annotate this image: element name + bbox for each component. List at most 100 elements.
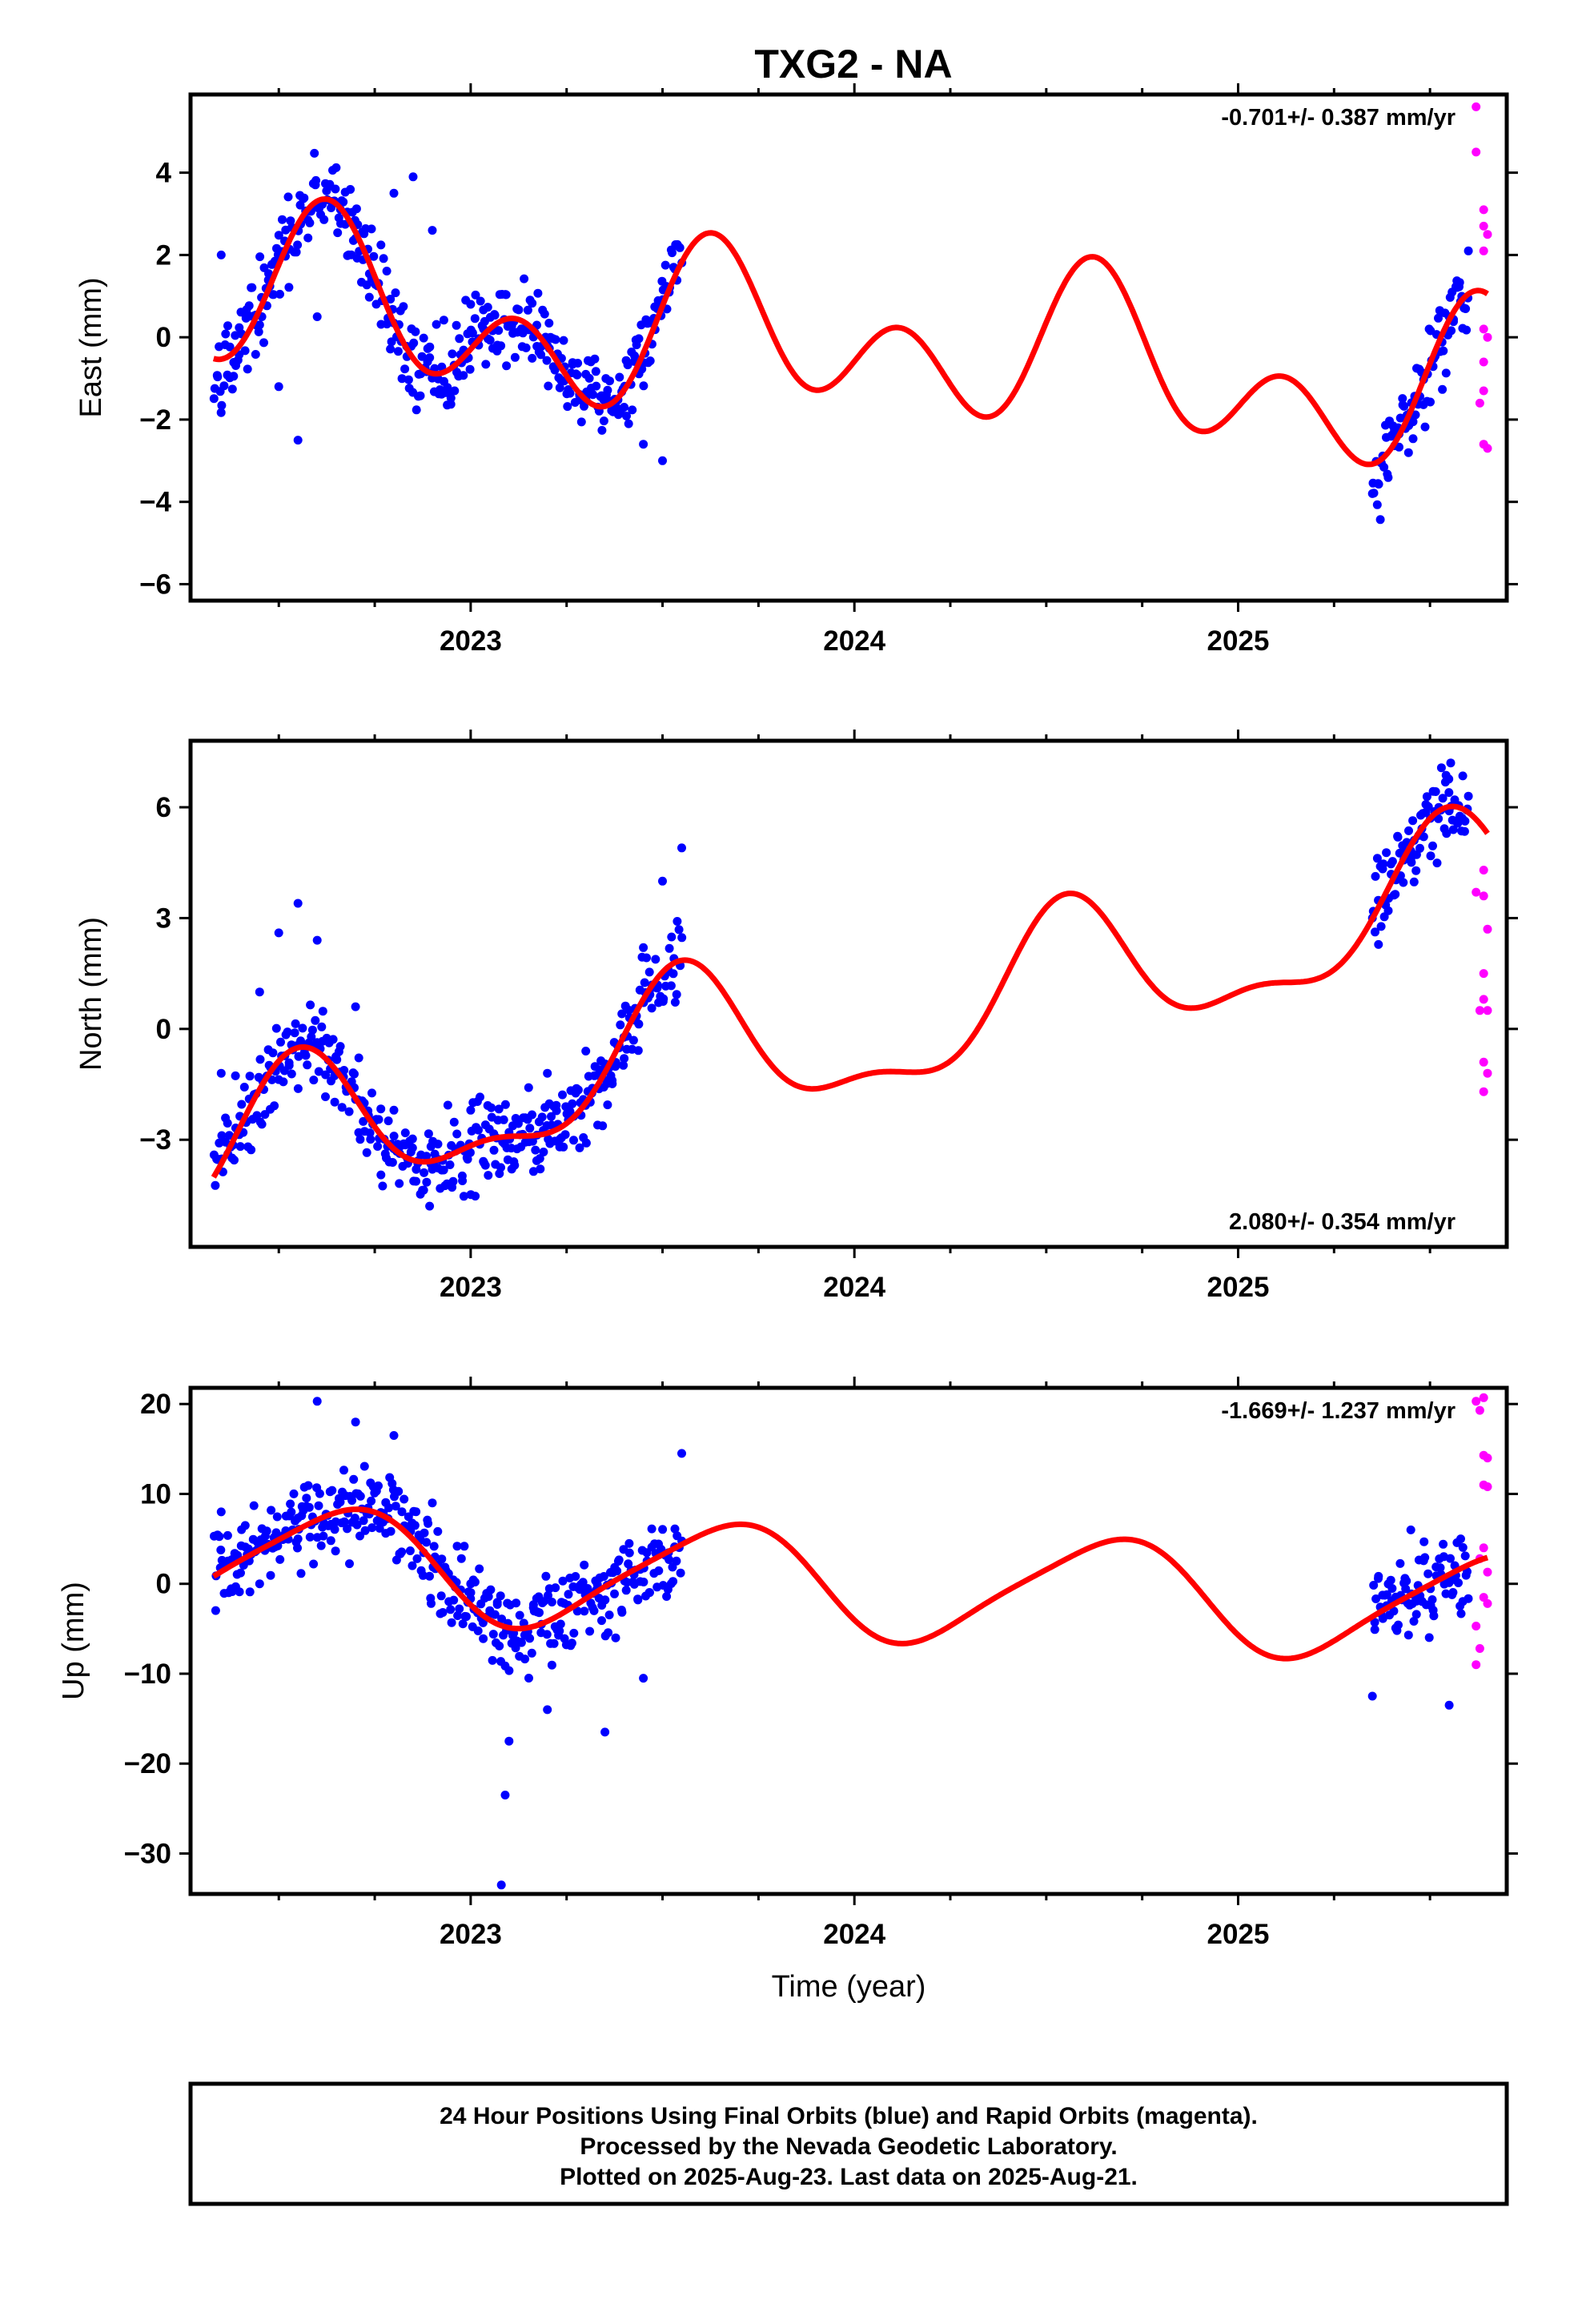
final-position-point	[365, 1128, 375, 1138]
final-position-point	[255, 1579, 264, 1589]
final-position-point	[448, 1176, 458, 1186]
final-position-point	[411, 327, 420, 336]
final-position-point	[658, 876, 667, 886]
final-position-point	[1420, 422, 1430, 432]
final-position-point	[1394, 1620, 1403, 1630]
final-position-point	[410, 1521, 420, 1530]
footer-line-3: Plotted on 2025-Aug-23. Last data on 202…	[560, 2164, 1138, 2190]
final-position-point	[305, 218, 315, 227]
final-position-point	[620, 403, 629, 412]
y-tick-label: −6	[139, 569, 171, 600]
final-position-point	[599, 1572, 608, 1581]
final-position-point	[479, 1634, 488, 1643]
final-position-point	[568, 1099, 577, 1108]
final-position-point	[544, 319, 554, 328]
final-position-point	[542, 1630, 552, 1639]
final-position-point	[304, 1502, 314, 1512]
rapid-position-point	[1483, 1006, 1492, 1015]
final-position-point	[449, 1117, 459, 1127]
final-position-point	[1431, 787, 1440, 796]
final-position-point	[600, 1595, 610, 1605]
final-position-point	[251, 350, 260, 359]
final-position-point	[303, 1060, 312, 1070]
final-position-point	[1446, 758, 1456, 768]
final-position-point	[422, 1152, 432, 1161]
final-position-point	[394, 1486, 404, 1496]
final-position-point	[549, 1638, 559, 1648]
final-position-point	[331, 1546, 340, 1556]
final-position-point	[287, 1507, 296, 1517]
final-position-point	[298, 1023, 307, 1033]
final-position-point	[459, 371, 468, 380]
final-position-point	[1441, 368, 1451, 378]
final-position-point	[293, 240, 303, 250]
final-position-point	[315, 1489, 324, 1498]
final-position-point	[484, 1592, 493, 1602]
final-position-point	[347, 1496, 357, 1506]
final-position-point	[1454, 1578, 1463, 1587]
final-position-point	[1424, 1633, 1434, 1642]
final-position-point	[243, 364, 252, 374]
final-position-point	[312, 312, 322, 321]
final-position-point	[384, 1503, 394, 1513]
final-position-point	[306, 1000, 315, 1010]
model-curve	[211, 803, 1490, 1179]
final-position-point	[1395, 848, 1404, 858]
rapid-position-point	[1483, 1068, 1492, 1078]
final-position-point	[367, 1496, 376, 1506]
final-position-point	[559, 1142, 568, 1152]
final-position-point	[332, 1055, 342, 1064]
final-position-point	[290, 1028, 299, 1038]
final-position-point	[326, 1536, 335, 1546]
plot-frame	[188, 1385, 1509, 1896]
final-position-point	[433, 1140, 443, 1149]
final-position-point	[478, 1618, 488, 1627]
final-position-point	[1426, 397, 1435, 407]
final-position-point	[504, 1736, 514, 1746]
final-position-point	[536, 350, 546, 360]
final-position-point	[1383, 906, 1393, 915]
final-position-point	[425, 1571, 434, 1581]
final-position-point	[486, 1585, 496, 1594]
final-position-point	[446, 393, 456, 403]
final-position-point	[520, 1655, 530, 1664]
final-position-point	[665, 943, 674, 953]
final-position-point	[645, 1588, 654, 1598]
final-position-point	[1411, 866, 1421, 875]
final-position-point	[490, 311, 500, 320]
final-position-point	[351, 1002, 360, 1011]
final-position-point	[452, 320, 461, 330]
final-position-point	[272, 1512, 282, 1522]
final-position-point	[233, 1550, 243, 1560]
final-position-point	[1395, 413, 1405, 423]
final-position-point	[400, 364, 410, 374]
x-tick-label: 2023	[440, 1919, 502, 1950]
final-position-point	[400, 1494, 409, 1504]
final-position-point	[412, 1507, 421, 1517]
final-position-point	[572, 1606, 582, 1616]
y-tick-label: 4	[156, 158, 172, 189]
plot-area	[209, 758, 1492, 1211]
final-position-point	[284, 1058, 294, 1068]
final-position-point	[327, 203, 336, 212]
x-axis-label: Time (year)	[772, 1970, 926, 2004]
final-position-point	[634, 1019, 644, 1029]
final-position-point	[1464, 1594, 1473, 1603]
rapid-position-point	[1483, 1598, 1492, 1608]
final-position-point	[542, 356, 552, 365]
final-position-point	[1387, 857, 1397, 866]
final-position-point	[424, 1518, 433, 1528]
final-position-point	[555, 1626, 564, 1636]
final-position-point	[487, 1103, 496, 1112]
final-position-point	[283, 192, 293, 202]
x-tick-label: 2024	[823, 1919, 885, 1950]
final-position-point	[237, 1100, 247, 1109]
final-position-point	[1455, 278, 1464, 287]
final-position-point	[1370, 1625, 1379, 1634]
final-position-point	[446, 400, 456, 409]
final-position-point	[307, 1032, 316, 1042]
final-position-point	[585, 1626, 595, 1636]
final-position-point	[617, 1009, 627, 1019]
rapid-position-point	[1479, 246, 1488, 255]
final-position-point	[301, 1051, 311, 1060]
